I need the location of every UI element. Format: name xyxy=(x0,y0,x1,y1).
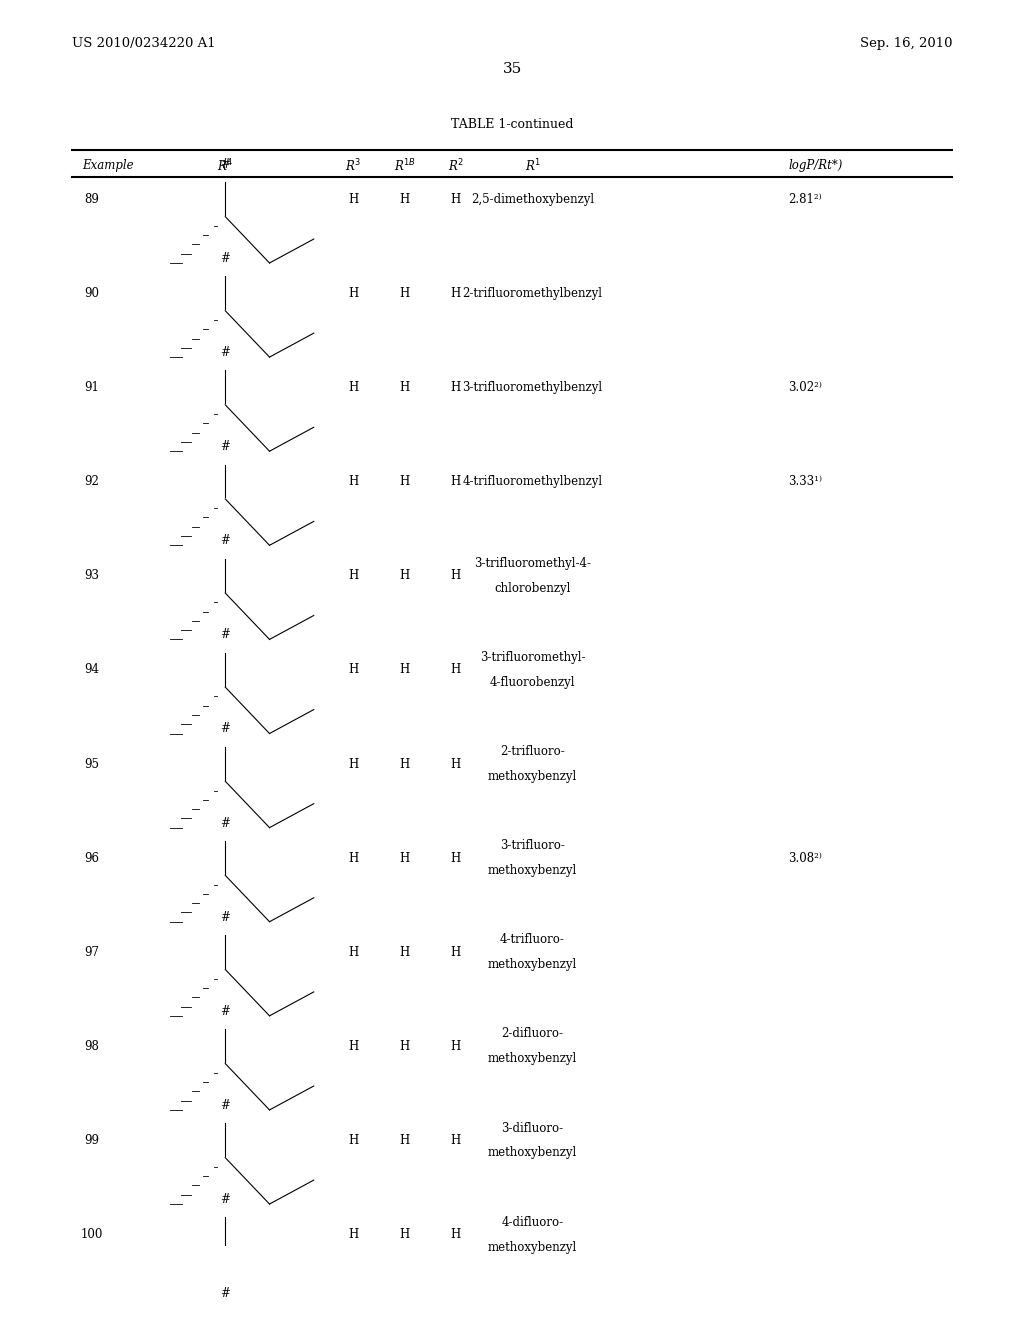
Text: H: H xyxy=(451,1228,461,1241)
Text: 95: 95 xyxy=(85,758,99,771)
Text: H: H xyxy=(451,945,461,958)
Text: 94: 94 xyxy=(85,664,99,676)
Text: 100: 100 xyxy=(81,1228,103,1241)
Text: H: H xyxy=(451,1134,461,1147)
Text: H: H xyxy=(451,381,461,395)
Text: H: H xyxy=(348,286,358,300)
Text: 96: 96 xyxy=(85,851,99,865)
Text: methoxybenzyl: methoxybenzyl xyxy=(487,1052,578,1065)
Text: methoxybenzyl: methoxybenzyl xyxy=(487,958,578,972)
Text: 4-fluorobenzyl: 4-fluorobenzyl xyxy=(489,676,575,689)
Text: H: H xyxy=(348,1134,358,1147)
Text: H: H xyxy=(399,475,410,488)
Text: H: H xyxy=(399,286,410,300)
Text: 3.08²⁾: 3.08²⁾ xyxy=(788,851,822,865)
Text: methoxybenzyl: methoxybenzyl xyxy=(487,865,578,876)
Text: 35: 35 xyxy=(503,62,521,75)
Text: H: H xyxy=(451,475,461,488)
Text: 98: 98 xyxy=(85,1040,99,1053)
Text: #: # xyxy=(220,628,230,642)
Text: #: # xyxy=(220,817,230,829)
Text: H: H xyxy=(348,569,358,582)
Text: 2.81²⁾: 2.81²⁾ xyxy=(788,193,822,206)
Text: 4-difluoro-: 4-difluoro- xyxy=(502,1216,563,1229)
Text: Example: Example xyxy=(82,160,133,173)
Text: H: H xyxy=(348,664,358,676)
Text: 90: 90 xyxy=(85,286,99,300)
Text: #: # xyxy=(220,346,230,359)
Text: #: # xyxy=(220,911,230,924)
Text: H: H xyxy=(451,286,461,300)
Text: 3-trifluoromethyl-: 3-trifluoromethyl- xyxy=(479,651,586,664)
Text: R$^{1B}$: R$^{1B}$ xyxy=(393,157,416,174)
Text: 2-difluoro-: 2-difluoro- xyxy=(502,1027,563,1040)
Text: #: # xyxy=(220,1005,230,1018)
Text: H: H xyxy=(451,758,461,771)
Text: H: H xyxy=(399,381,410,395)
Text: 99: 99 xyxy=(85,1134,99,1147)
Text: R$^1$: R$^1$ xyxy=(524,157,541,174)
Text: H: H xyxy=(348,193,358,206)
Text: H: H xyxy=(348,1040,358,1053)
Text: 92: 92 xyxy=(85,475,99,488)
Text: #: # xyxy=(220,722,230,735)
Text: 3.02²⁾: 3.02²⁾ xyxy=(788,381,822,395)
Text: logP/Rt*): logP/Rt*) xyxy=(788,160,843,173)
Text: H: H xyxy=(399,1134,410,1147)
Text: H: H xyxy=(399,569,410,582)
Text: H: H xyxy=(451,851,461,865)
Text: H: H xyxy=(399,1040,410,1053)
Text: 2-trifluoro-: 2-trifluoro- xyxy=(500,744,565,758)
Text: 2-trifluoromethylbenzyl: 2-trifluoromethylbenzyl xyxy=(463,286,602,300)
Text: H: H xyxy=(399,945,410,958)
Text: R$^2$: R$^2$ xyxy=(447,157,464,174)
Text: 3-trifluoromethylbenzyl: 3-trifluoromethylbenzyl xyxy=(463,381,602,395)
Text: 89: 89 xyxy=(85,193,99,206)
Text: methoxybenzyl: methoxybenzyl xyxy=(487,1147,578,1159)
Text: H: H xyxy=(399,664,410,676)
Text: #: # xyxy=(220,158,230,170)
Text: #: # xyxy=(220,1287,230,1300)
Text: H: H xyxy=(451,569,461,582)
Text: H: H xyxy=(348,851,358,865)
Text: H: H xyxy=(348,758,358,771)
Text: 3-trifluoro-: 3-trifluoro- xyxy=(500,840,565,853)
Text: #: # xyxy=(220,535,230,548)
Text: 2,5-dimethoxybenzyl: 2,5-dimethoxybenzyl xyxy=(471,193,594,206)
Text: H: H xyxy=(451,193,461,206)
Text: 3.33¹⁾: 3.33¹⁾ xyxy=(788,475,822,488)
Text: 3-trifluoromethyl-4-: 3-trifluoromethyl-4- xyxy=(474,557,591,570)
Text: Sep. 16, 2010: Sep. 16, 2010 xyxy=(860,37,952,50)
Text: H: H xyxy=(399,851,410,865)
Text: H: H xyxy=(451,664,461,676)
Text: H: H xyxy=(399,1228,410,1241)
Text: H: H xyxy=(348,945,358,958)
Text: US 2010/0234220 A1: US 2010/0234220 A1 xyxy=(72,37,215,50)
Text: 91: 91 xyxy=(85,381,99,395)
Text: methoxybenzyl: methoxybenzyl xyxy=(487,770,578,783)
Text: 97: 97 xyxy=(85,945,99,958)
Text: #: # xyxy=(220,440,230,453)
Text: chlorobenzyl: chlorobenzyl xyxy=(495,582,570,595)
Text: R$^3$: R$^3$ xyxy=(345,157,361,174)
Text: TABLE 1-continued: TABLE 1-continued xyxy=(451,119,573,131)
Text: R$^4$: R$^4$ xyxy=(217,157,233,174)
Text: #: # xyxy=(220,252,230,265)
Text: 4-trifluoro-: 4-trifluoro- xyxy=(500,933,565,946)
Text: H: H xyxy=(348,381,358,395)
Text: #: # xyxy=(220,1098,230,1111)
Text: #: # xyxy=(220,1193,230,1206)
Text: H: H xyxy=(399,758,410,771)
Text: H: H xyxy=(348,475,358,488)
Text: 4-trifluoromethylbenzyl: 4-trifluoromethylbenzyl xyxy=(463,475,602,488)
Text: 3-difluoro-: 3-difluoro- xyxy=(502,1122,563,1134)
Text: H: H xyxy=(451,1040,461,1053)
Text: methoxybenzyl: methoxybenzyl xyxy=(487,1241,578,1254)
Text: H: H xyxy=(399,193,410,206)
Text: 93: 93 xyxy=(85,569,99,582)
Text: H: H xyxy=(348,1228,358,1241)
